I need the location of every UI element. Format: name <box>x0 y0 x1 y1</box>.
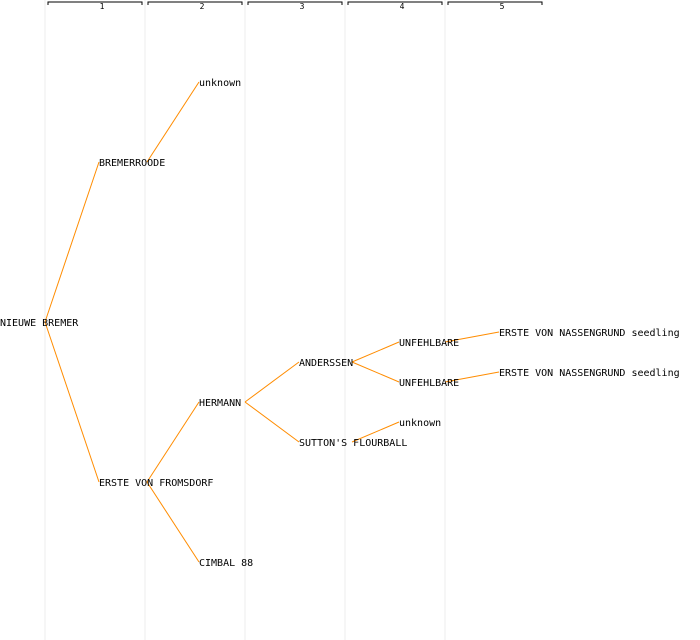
generation-bracket <box>347 1 443 5</box>
pedigree-node-label[interactable]: UNFEHLBARE <box>399 338 459 349</box>
generation-bracket <box>247 1 343 5</box>
pedigree-node-label[interactable]: CIMBAL 88 <box>199 558 253 569</box>
generation-bracket <box>47 1 143 5</box>
pedigree-edge <box>244 401 300 443</box>
generation-number: 1 <box>100 2 105 11</box>
pedigree-node-label[interactable]: ERSTE VON NASSENGRUND seedling <box>499 328 680 339</box>
pedigree-node-label[interactable]: UNFEHLBARE <box>399 378 459 389</box>
generation-bracket <box>447 1 543 5</box>
generation-number: 4 <box>400 2 405 11</box>
pedigree-node-label[interactable]: ERSTE VON FROMSDORF <box>99 478 213 489</box>
pedigree-node-label[interactable]: NIEUWE BREMER <box>0 318 79 329</box>
pedigree-node-label[interactable]: ERSTE VON NASSENGRUND seedling <box>499 368 680 379</box>
pedigree-edge <box>444 371 500 383</box>
pedigree-edge <box>146 481 200 563</box>
pedigree-node-label[interactable]: unknown <box>199 78 241 89</box>
pedigree-edge <box>146 401 200 483</box>
pedigree-labels: NIEUWE BREMER BREMERROODE ERSTE VON FROMSD… <box>0 78 680 569</box>
generation-bracket <box>147 1 243 5</box>
pedigree-edge <box>444 331 500 343</box>
generation-columns <box>44 0 446 640</box>
pedigree-node-label[interactable]: HERMANN <box>199 398 241 409</box>
pedigree-node-label[interactable]: ANDERSSEN <box>299 358 353 369</box>
pedigree-node-label[interactable]: unknown <box>399 418 441 429</box>
pedigree-edge <box>351 421 400 443</box>
pedigree-node-label[interactable]: SUTTON'S FLOURBALL <box>299 438 407 449</box>
pedigree-edge <box>44 321 100 483</box>
generation-headers: 1 2 3 4 5 <box>47 1 543 11</box>
pedigree-edge <box>351 341 400 363</box>
pedigree-edge <box>351 361 400 383</box>
pedigree-node-label[interactable]: BREMERROODE <box>99 158 165 169</box>
pedigree-edge <box>146 81 200 163</box>
generation-number: 3 <box>300 2 305 11</box>
pedigree-edge <box>44 161 100 323</box>
pedigree-edges <box>44 81 500 563</box>
generation-number: 5 <box>500 2 505 11</box>
generation-number: 2 <box>200 2 205 11</box>
pedigree-edge <box>244 361 300 403</box>
